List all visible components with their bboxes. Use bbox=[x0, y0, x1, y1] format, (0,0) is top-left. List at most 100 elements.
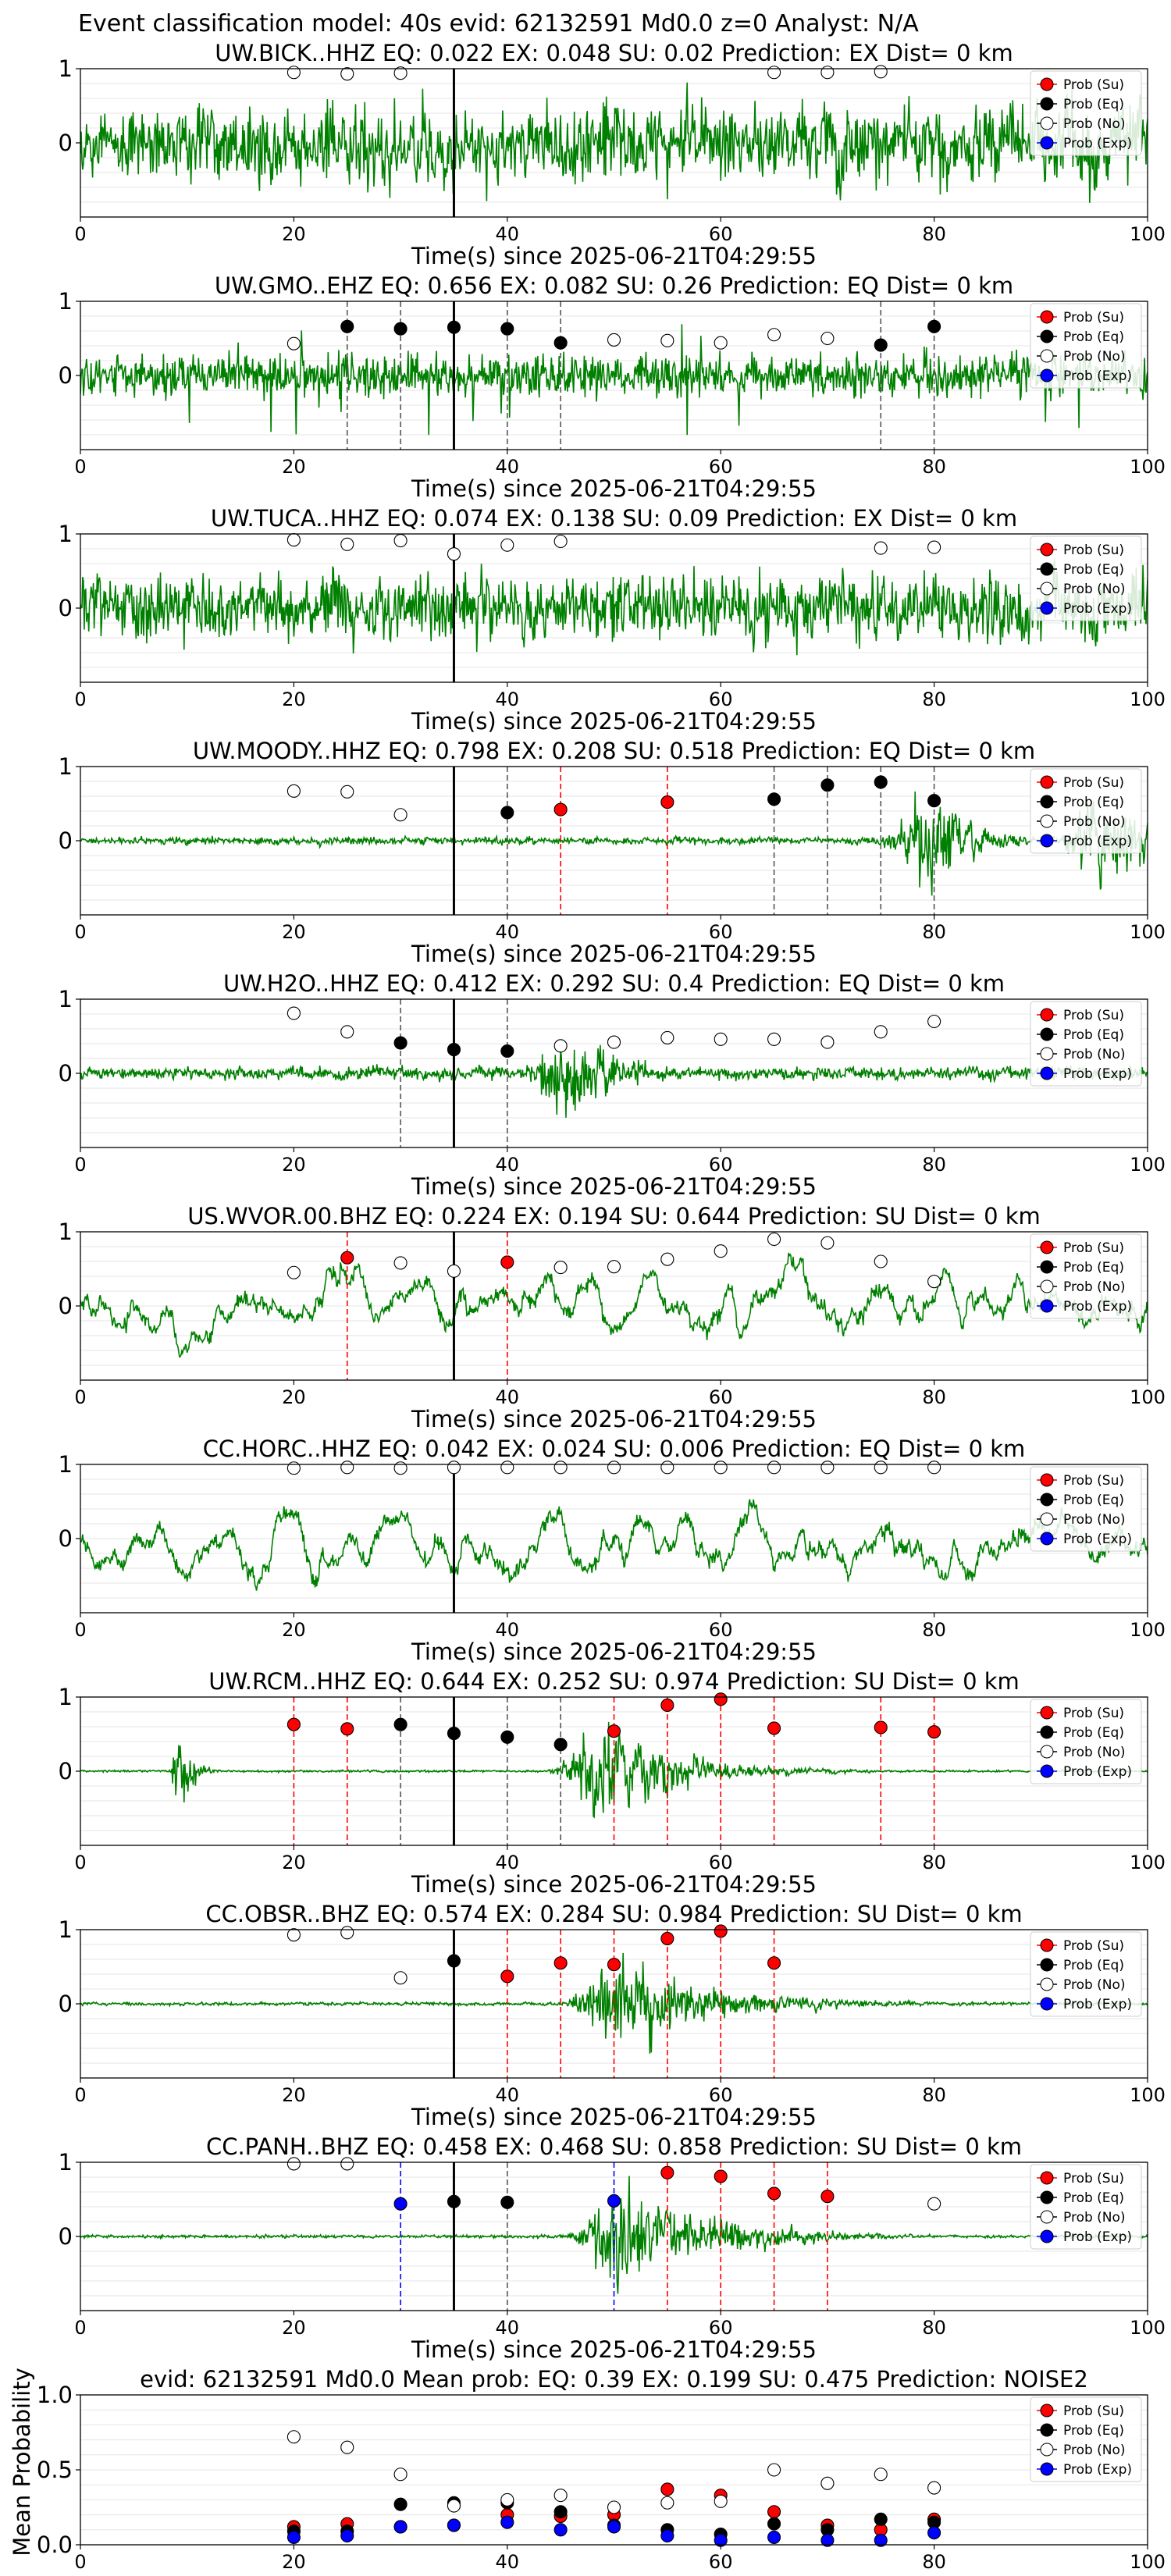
chart-panel-7: CC.HORC..HHZ EQ: 0.042 EX: 0.024 SU: 0.0… bbox=[59, 1436, 1166, 1665]
x-tick-label: 100 bbox=[1130, 1619, 1166, 1641]
legend-marker bbox=[1040, 814, 1054, 828]
x-tick-label: 0 bbox=[74, 1619, 86, 1641]
legend-marker bbox=[1040, 2229, 1054, 2243]
mean-prob-point bbox=[820, 2533, 835, 2547]
legend-label: Prob (Eq) bbox=[1063, 97, 1124, 112]
legend-label: Prob (No) bbox=[1063, 814, 1126, 830]
prob-point bbox=[714, 1692, 728, 1706]
legend-box bbox=[1030, 535, 1142, 621]
legend-marker bbox=[1040, 1240, 1054, 1254]
mean-prob-point bbox=[447, 2499, 461, 2513]
legend-label: Prob (No) bbox=[1063, 1977, 1126, 1993]
x-tick-label: 100 bbox=[1130, 2551, 1166, 2573]
x-tick-label: 60 bbox=[709, 1852, 733, 1873]
x-tick-label: 60 bbox=[709, 1619, 733, 1641]
panel-title: UW.MOODY..HHZ EQ: 0.798 EX: 0.208 SU: 0.… bbox=[193, 738, 1035, 764]
x-tick-label: 80 bbox=[922, 1386, 946, 1408]
prob-point bbox=[767, 792, 781, 806]
legend-label: Prob (Su) bbox=[1063, 1008, 1124, 1023]
mean-prob-point bbox=[927, 2481, 941, 2495]
prob-point bbox=[340, 1251, 354, 1265]
legend-marker bbox=[1040, 834, 1054, 848]
y-tick-label: 1 bbox=[59, 2149, 73, 2176]
mean-prob-point bbox=[607, 2500, 621, 2514]
x-tick-label: 80 bbox=[922, 2084, 946, 2106]
chart-panel-9: CC.OBSR..BHZ EQ: 0.574 EX: 0.284 SU: 0.9… bbox=[59, 1901, 1166, 2130]
legend-marker bbox=[1040, 2171, 1054, 2185]
legend-label: Prob (No) bbox=[1063, 116, 1126, 132]
x-tick-label: 20 bbox=[282, 1386, 306, 1408]
waveform-trace bbox=[80, 1044, 1148, 1118]
legend-label: Prob (Eq) bbox=[1063, 329, 1124, 345]
legend-box bbox=[1030, 768, 1142, 854]
x-tick-label: 80 bbox=[922, 688, 946, 710]
prob-point bbox=[714, 336, 728, 350]
prob-point bbox=[820, 2190, 835, 2204]
legend-label: Prob (Su) bbox=[1063, 1938, 1124, 1954]
y-tick-label: 0 bbox=[59, 1991, 73, 2017]
y-tick-label: 1 bbox=[59, 986, 73, 1012]
legend-marker bbox=[1040, 1260, 1054, 1274]
x-tick-label: 80 bbox=[922, 1852, 946, 1873]
prob-point bbox=[393, 1461, 408, 1475]
legend-box bbox=[1030, 303, 1142, 389]
prob-point bbox=[340, 2157, 354, 2171]
prob-point bbox=[820, 331, 835, 346]
chart-panel-6: US.WVOR.00.BHZ EQ: 0.224 EX: 0.194 SU: 0… bbox=[59, 1203, 1166, 1432]
legend-marker bbox=[1040, 310, 1054, 324]
x-tick-label: 0 bbox=[74, 688, 86, 710]
prob-point bbox=[287, 1265, 301, 1279]
x-tick-label: 40 bbox=[496, 2551, 520, 2573]
prob-point bbox=[767, 1956, 781, 1970]
prob-point bbox=[447, 1461, 461, 1475]
prob-point bbox=[714, 1924, 728, 1938]
legend-label: Prob (Exp) bbox=[1063, 834, 1132, 849]
x-tick-label: 20 bbox=[282, 688, 306, 710]
prob-point bbox=[927, 540, 941, 554]
mean-prob-point bbox=[553, 2523, 568, 2537]
legend-marker bbox=[1040, 601, 1054, 615]
x-tick-label: 80 bbox=[922, 1619, 946, 1641]
prob-point bbox=[287, 1928, 301, 1942]
y-tick-label: 0 bbox=[59, 2223, 73, 2250]
x-tick-label: 60 bbox=[709, 2551, 733, 2573]
prob-point bbox=[660, 1030, 674, 1044]
legend-label: Prob (Exp) bbox=[1063, 136, 1132, 151]
x-tick-label: 20 bbox=[282, 2551, 306, 2573]
figure-suptitle: Event classification model: 40s evid: 62… bbox=[78, 10, 919, 37]
x-tick-label: 0 bbox=[74, 1154, 86, 1176]
legend-marker bbox=[1040, 1745, 1054, 1759]
prob-point bbox=[447, 1264, 461, 1278]
prob-point bbox=[660, 1698, 674, 1712]
legend-box bbox=[1030, 1931, 1142, 2017]
legend-label: Prob (Exp) bbox=[1063, 1997, 1132, 2012]
prob-point bbox=[500, 1044, 514, 1059]
x-tick-label: 20 bbox=[282, 1154, 306, 1176]
mean-prob-point bbox=[393, 2497, 408, 2511]
x-tick-label: 20 bbox=[282, 223, 306, 245]
legend-label: Prob (Su) bbox=[1063, 775, 1124, 791]
legend-marker bbox=[1040, 77, 1054, 91]
prob-point bbox=[393, 1256, 408, 1270]
x-tick-label: 40 bbox=[496, 2317, 520, 2339]
panel-title: UW.TUCA..HHZ EQ: 0.074 EX: 0.138 SU: 0.0… bbox=[211, 505, 1017, 532]
prob-point bbox=[874, 775, 888, 789]
x-tick-label: 40 bbox=[496, 1386, 520, 1408]
x-tick-label: 20 bbox=[282, 2084, 306, 2106]
prob-point bbox=[607, 1958, 621, 1972]
x-tick-label: 60 bbox=[709, 1154, 733, 1176]
prob-point bbox=[287, 784, 301, 798]
prob-point bbox=[287, 1461, 301, 1475]
mean-prob-point bbox=[874, 2533, 888, 2547]
prob-point bbox=[874, 65, 888, 79]
mean-prob-point bbox=[874, 2467, 888, 2482]
legend-marker bbox=[1040, 2190, 1054, 2204]
prob-point bbox=[714, 1461, 728, 1475]
prob-point bbox=[660, 1461, 674, 1475]
prob-point bbox=[927, 2197, 941, 2211]
legend-label: Prob (Su) bbox=[1063, 310, 1124, 326]
mean-prob-point bbox=[714, 2494, 728, 2508]
prob-point bbox=[874, 1461, 888, 1475]
legend-label: Prob (Su) bbox=[1063, 77, 1124, 93]
prob-point bbox=[287, 336, 301, 350]
